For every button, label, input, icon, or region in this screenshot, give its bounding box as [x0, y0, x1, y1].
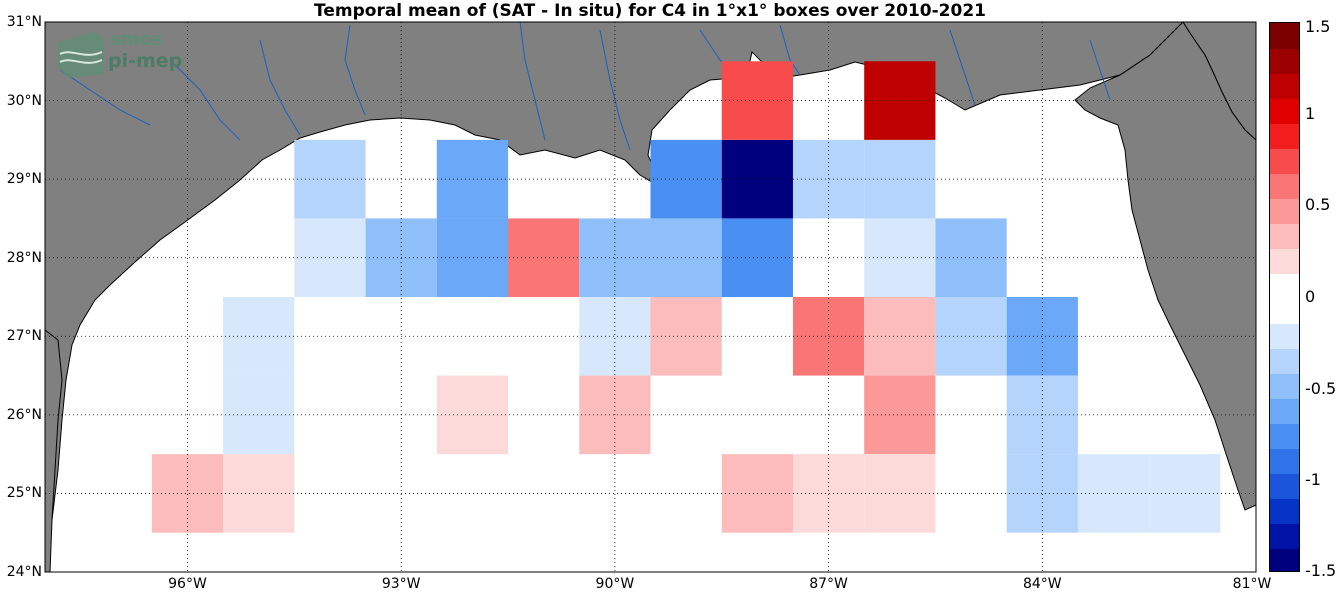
heatmap-cell — [864, 454, 936, 533]
colorbar-segment — [1270, 498, 1299, 524]
colorbar-tick-label: 0.5 — [1305, 195, 1331, 215]
heatmap-cell — [223, 454, 295, 533]
heatmap-cell — [508, 218, 580, 297]
heatmap-cell — [935, 218, 1007, 297]
heatmap-cell — [436, 139, 509, 219]
heatmap-cell — [223, 297, 295, 376]
colorbar-tick-label: 0 — [1305, 287, 1316, 306]
colorbar-segment — [1270, 373, 1299, 399]
colorbar-segment — [1270, 23, 1299, 49]
logo-mark-icon — [58, 32, 104, 78]
heatmap-cell — [935, 297, 1007, 376]
heatmap-cell — [864, 139, 936, 219]
colorbar-segment — [1270, 323, 1299, 349]
colorbar-segment — [1270, 148, 1299, 174]
river-5 — [519, 21, 546, 141]
heatmap-cell — [864, 61, 936, 140]
colorbar-segment — [1270, 273, 1299, 299]
colorbar-segment — [1270, 223, 1299, 249]
heatmap-cell — [579, 218, 651, 297]
latitude-label: 28°N — [6, 249, 42, 266]
longitude-label: 93°W — [381, 576, 421, 592]
heatmap-cell — [1006, 454, 1078, 533]
colorbar-segment — [1270, 73, 1299, 99]
colorbar — [1269, 22, 1300, 572]
colorbar-segment — [1270, 523, 1299, 549]
smos-pi-mep-logo — [54, 30, 194, 80]
longitude-label: 96°W — [168, 576, 207, 592]
river-8 — [779, 24, 801, 76]
longitude-label: 84°W — [1022, 576, 1062, 592]
river-3 — [259, 39, 301, 136]
colorbar-segment — [1270, 348, 1299, 374]
river-layer — [59, 21, 1111, 151]
river-4 — [344, 24, 366, 116]
colorbar-segment — [1270, 98, 1299, 124]
colorbar-segment — [1270, 548, 1299, 571]
colorbar-segment — [1270, 198, 1299, 224]
heatmap-cell — [151, 454, 224, 533]
river-6 — [599, 29, 631, 151]
heatmap-cell — [864, 218, 936, 297]
latitude-label: 31°N — [6, 14, 42, 30]
river-1 — [59, 69, 151, 126]
latitude-label: 27°N — [6, 328, 42, 345]
heatmap-cell — [436, 375, 509, 455]
colorbar-segment — [1270, 173, 1299, 199]
logo-line2: pi-mep — [108, 50, 183, 72]
river-9 — [949, 29, 976, 106]
heatmap-cell — [864, 375, 936, 455]
latitude-label: 29°N — [6, 171, 42, 188]
colorbar-segment — [1270, 248, 1299, 274]
longitude-label: 87°W — [809, 576, 848, 592]
colorbar-tick-label: 1 — [1305, 103, 1316, 123]
latitude-label: 24°N — [6, 564, 42, 580]
heatmap-cells — [151, 61, 1221, 533]
colorbar-segment — [1270, 48, 1299, 74]
colorbar-segment — [1270, 423, 1299, 449]
colorbar-tick-label: -1 — [1305, 470, 1321, 490]
colorbar-segment — [1270, 473, 1299, 499]
heatmap-cell — [223, 375, 295, 455]
colorbar-segment — [1270, 398, 1299, 424]
heatmap-cell — [864, 297, 936, 376]
map-frame — [44, 21, 1257, 573]
land-layer — [44, 21, 1257, 573]
river-2 — [169, 59, 241, 141]
heatmap-cell — [436, 218, 509, 297]
colorbar-tick-label: -1.5 — [1305, 561, 1337, 580]
longitude-label: 90°W — [595, 576, 635, 592]
logo-line1: smos — [110, 29, 163, 50]
colorbar-segment — [1270, 123, 1299, 149]
heatmap-cell — [792, 139, 865, 219]
latitude-label: 30°N — [6, 92, 42, 109]
land-florida — [1074, 21, 1257, 511]
heatmap-cell — [792, 454, 865, 533]
map-title: Temporal mean of (SAT - In situ) for C4 … — [314, 1, 986, 21]
colorbar-segment — [1270, 298, 1299, 324]
colorbar-tick-label: 1.5 — [1305, 17, 1331, 36]
colorbar-segment — [1270, 448, 1299, 474]
colorbar-tick-label: -0.5 — [1305, 378, 1337, 398]
longitude-label: 81°W — [1232, 576, 1272, 592]
latitude-label: 25°N — [6, 485, 42, 502]
river-10 — [1089, 39, 1111, 101]
latitude-label: 26°N — [6, 406, 42, 423]
